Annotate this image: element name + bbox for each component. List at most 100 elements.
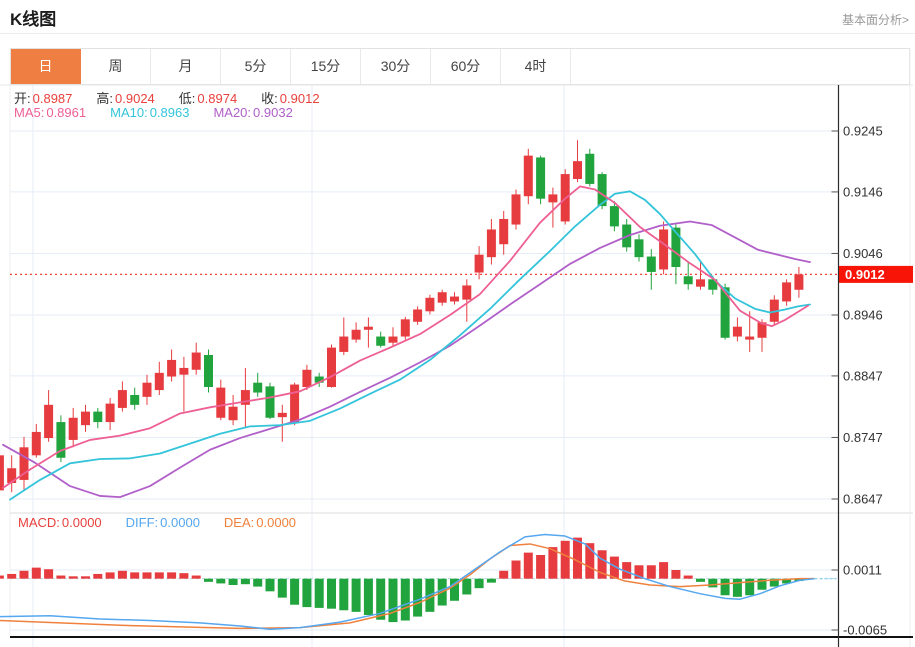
macd-bar-negative bbox=[696, 578, 705, 582]
period-tab-15分[interactable]: 15分 bbox=[291, 49, 361, 84]
macd-bar-positive bbox=[499, 570, 509, 579]
macd-bar-positive bbox=[68, 576, 78, 579]
diff-line bbox=[0, 533, 816, 630]
candle-up bbox=[782, 282, 792, 302]
candle-up bbox=[191, 352, 201, 370]
macd-bar-negative bbox=[782, 578, 792, 584]
candle-up bbox=[573, 161, 582, 179]
macd-bar-negative bbox=[474, 578, 484, 589]
macd-bar-negative bbox=[204, 578, 213, 582]
current-price-badge-label: 0.9012 bbox=[845, 267, 885, 282]
candle-up bbox=[351, 329, 361, 340]
candle-down bbox=[585, 153, 595, 184]
gridlines bbox=[0, 48, 913, 647]
candle-up bbox=[486, 229, 496, 258]
y-axis-label: 0.8847 bbox=[843, 368, 883, 383]
candle-down bbox=[314, 376, 324, 383]
ohlc-legend: 开: 0.8987 高: 0.9024 低: 0.8974 收: 0.9012 bbox=[14, 88, 344, 107]
macd-bar-negative bbox=[253, 578, 263, 587]
candle-up bbox=[339, 336, 349, 352]
candle-up bbox=[548, 194, 558, 203]
page-title: K线图 bbox=[10, 10, 57, 29]
candle-down bbox=[634, 239, 644, 258]
macd-bar-negative bbox=[228, 578, 238, 585]
macd-bar-negative bbox=[277, 578, 287, 598]
candle-up bbox=[31, 431, 41, 456]
candle-up bbox=[19, 447, 29, 480]
y-axis-label: 0.9146 bbox=[843, 184, 883, 199]
current-price-badge bbox=[839, 265, 913, 283]
macd-bar-negative bbox=[314, 578, 324, 608]
macd-bar-positive bbox=[167, 572, 177, 579]
period-tab-30分[interactable]: 30分 bbox=[361, 49, 431, 84]
candle-up bbox=[523, 155, 533, 197]
macd-bar-negative bbox=[388, 578, 398, 623]
legend-item: MA10: 0.8963 bbox=[110, 105, 190, 120]
candle-down bbox=[130, 395, 140, 405]
ma10-line bbox=[9, 190, 811, 501]
candle-up bbox=[425, 297, 435, 312]
legend-item: MACD: 0.0000 bbox=[18, 515, 102, 530]
candles-group bbox=[0, 140, 804, 493]
candle-up bbox=[167, 359, 177, 377]
candle-up bbox=[7, 468, 17, 483]
macd-bar-positive bbox=[573, 537, 582, 579]
y-axis-label: 0.8647 bbox=[843, 492, 883, 507]
candle-down bbox=[204, 355, 213, 387]
period-tab-60分[interactable]: 60分 bbox=[431, 49, 501, 84]
y-axis-label: 0.8946 bbox=[843, 308, 883, 323]
macd-bar-negative bbox=[400, 578, 410, 621]
candle-up bbox=[696, 279, 705, 287]
period-tab-5分[interactable]: 5分 bbox=[221, 49, 291, 84]
candle-down bbox=[683, 276, 693, 285]
period-tab-周[interactable]: 周 bbox=[81, 49, 151, 84]
candle-up bbox=[413, 309, 423, 322]
legend-item: MA20: 0.9032 bbox=[213, 105, 293, 120]
candle-up bbox=[81, 411, 90, 426]
candle-up bbox=[363, 326, 373, 330]
candle-up bbox=[105, 403, 115, 423]
candle-up bbox=[794, 274, 804, 290]
macd-bar-positive bbox=[179, 573, 189, 579]
macd-bar-negative bbox=[486, 578, 496, 583]
macd-bar-negative bbox=[745, 578, 755, 596]
ma5-line bbox=[2, 185, 809, 489]
candle-down bbox=[253, 382, 263, 393]
candle-down bbox=[597, 174, 607, 207]
macd-bar-positive bbox=[683, 575, 693, 579]
candle-up bbox=[216, 387, 226, 418]
candle-down bbox=[376, 336, 386, 346]
legend-item: DIFF: 0.0000 bbox=[125, 515, 200, 530]
macd-bar-negative bbox=[265, 578, 275, 592]
candle-down bbox=[646, 256, 656, 272]
macd-bar-positive bbox=[19, 570, 29, 579]
macd-bar-positive bbox=[659, 562, 669, 579]
candle-up bbox=[302, 369, 312, 387]
macd-bar-negative bbox=[351, 578, 361, 612]
macd-bar-positive bbox=[536, 555, 546, 579]
candle-up bbox=[0, 455, 4, 491]
period-tab-日[interactable]: 日 bbox=[11, 49, 81, 84]
macd-bar-negative bbox=[216, 578, 226, 584]
macd-bar-positive bbox=[81, 576, 90, 579]
candle-down bbox=[671, 227, 681, 267]
macd-bar-negative bbox=[327, 578, 336, 609]
candle-up bbox=[659, 229, 669, 270]
legend-item: 低: 0.8974 bbox=[178, 91, 238, 106]
macd-bar-positive bbox=[0, 575, 4, 579]
fundamental-analysis-link[interactable]: 基本面分析> bbox=[841, 13, 909, 27]
header-divider bbox=[0, 33, 915, 34]
y-axis-label: 0.9245 bbox=[843, 124, 883, 139]
macd-bar-positive bbox=[130, 572, 140, 579]
period-tab-4时[interactable]: 4时 bbox=[501, 49, 571, 84]
period-tab-bar: 日周月 5分 15分 30分 60分 4时 bbox=[10, 48, 910, 85]
period-tab-月[interactable]: 月 bbox=[151, 49, 221, 84]
candle-up bbox=[290, 384, 300, 423]
candle-up bbox=[437, 292, 447, 303]
candle-up bbox=[400, 319, 410, 337]
legend-item: MA5: 0.8961 bbox=[14, 105, 87, 120]
macd-bar-negative bbox=[240, 578, 250, 585]
legend-item: 开: 0.8987 bbox=[14, 91, 73, 106]
